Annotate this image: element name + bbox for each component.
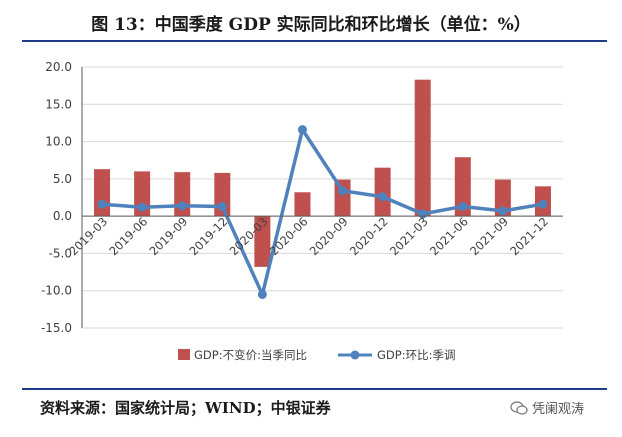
y-tick-label: -5.0	[49, 246, 72, 260]
chart-title: 图 13：中国季度 GDP 实际同比和环比增长（单位：%）	[91, 15, 531, 35]
bar-2021-03	[414, 79, 431, 217]
legend-line-marker	[350, 350, 360, 360]
line-point-2021-09	[498, 206, 508, 216]
line-point-2019-12	[217, 201, 227, 211]
legend-bar-label: GDP:不变价:当季同比	[194, 348, 307, 362]
line-point-2020-03	[257, 289, 267, 299]
y-tick-label: 20.0	[45, 60, 72, 74]
x-tick-label: 2021-03	[387, 214, 431, 258]
x-tick-label: 2019-03	[66, 214, 110, 258]
legend-line-label: GDP:环比:季调	[377, 348, 455, 362]
x-tick-label: 2019-12	[187, 214, 231, 258]
line-point-2019-03	[97, 199, 107, 209]
source-rule	[22, 388, 607, 390]
line-point-2020-12	[378, 192, 388, 202]
line-point-2020-06	[297, 125, 307, 135]
watermark: 凭阑观涛	[510, 398, 584, 417]
bar-2019-03	[94, 169, 111, 217]
gdp-chart: -15.0-10.0-5.00.05.010.015.020.02019-032…	[41, 60, 563, 362]
bar-2020-12	[374, 167, 391, 217]
x-tick-label: 2021-06	[427, 214, 471, 258]
line-series	[101, 127, 544, 297]
x-tick-label: 2020-09	[307, 214, 351, 258]
y-tick-label: 0.0	[53, 209, 72, 223]
title-rule	[22, 40, 607, 42]
line-point-2021-06	[458, 201, 468, 211]
source-note: 资料来源：国家统计局；WIND；中银证券	[40, 399, 331, 417]
y-tick-label: 10.0	[45, 135, 72, 149]
bar-2020-06	[294, 192, 311, 217]
bar-2021-09	[494, 179, 511, 217]
y-tick-label: 15.0	[45, 97, 72, 111]
x-tick-label: 2021-09	[467, 214, 511, 258]
line-point-2019-06	[137, 202, 147, 212]
x-tick-label: 2020-12	[347, 214, 391, 258]
y-tick-label: -15.0	[41, 321, 72, 335]
line-point-2020-09	[338, 186, 348, 196]
bar-2019-06	[134, 171, 151, 217]
line-point-2021-12	[538, 199, 548, 209]
y-tick-label: -10.0	[41, 284, 72, 298]
line-point-2019-09	[177, 201, 187, 211]
y-tick-label: 5.0	[53, 172, 72, 186]
legend-bar-swatch	[178, 349, 190, 360]
watermark-text: 凭阑观涛	[532, 402, 585, 417]
x-tick-label: 2019-09	[146, 214, 190, 258]
bar-2021-06	[454, 157, 471, 217]
x-tick-label: 2021-12	[507, 214, 551, 258]
x-tick-label: 2020-06	[267, 214, 311, 258]
bar-2020-03	[254, 216, 271, 267]
wechat-icon	[510, 400, 528, 415]
x-tick-label: 2019-06	[106, 214, 150, 258]
